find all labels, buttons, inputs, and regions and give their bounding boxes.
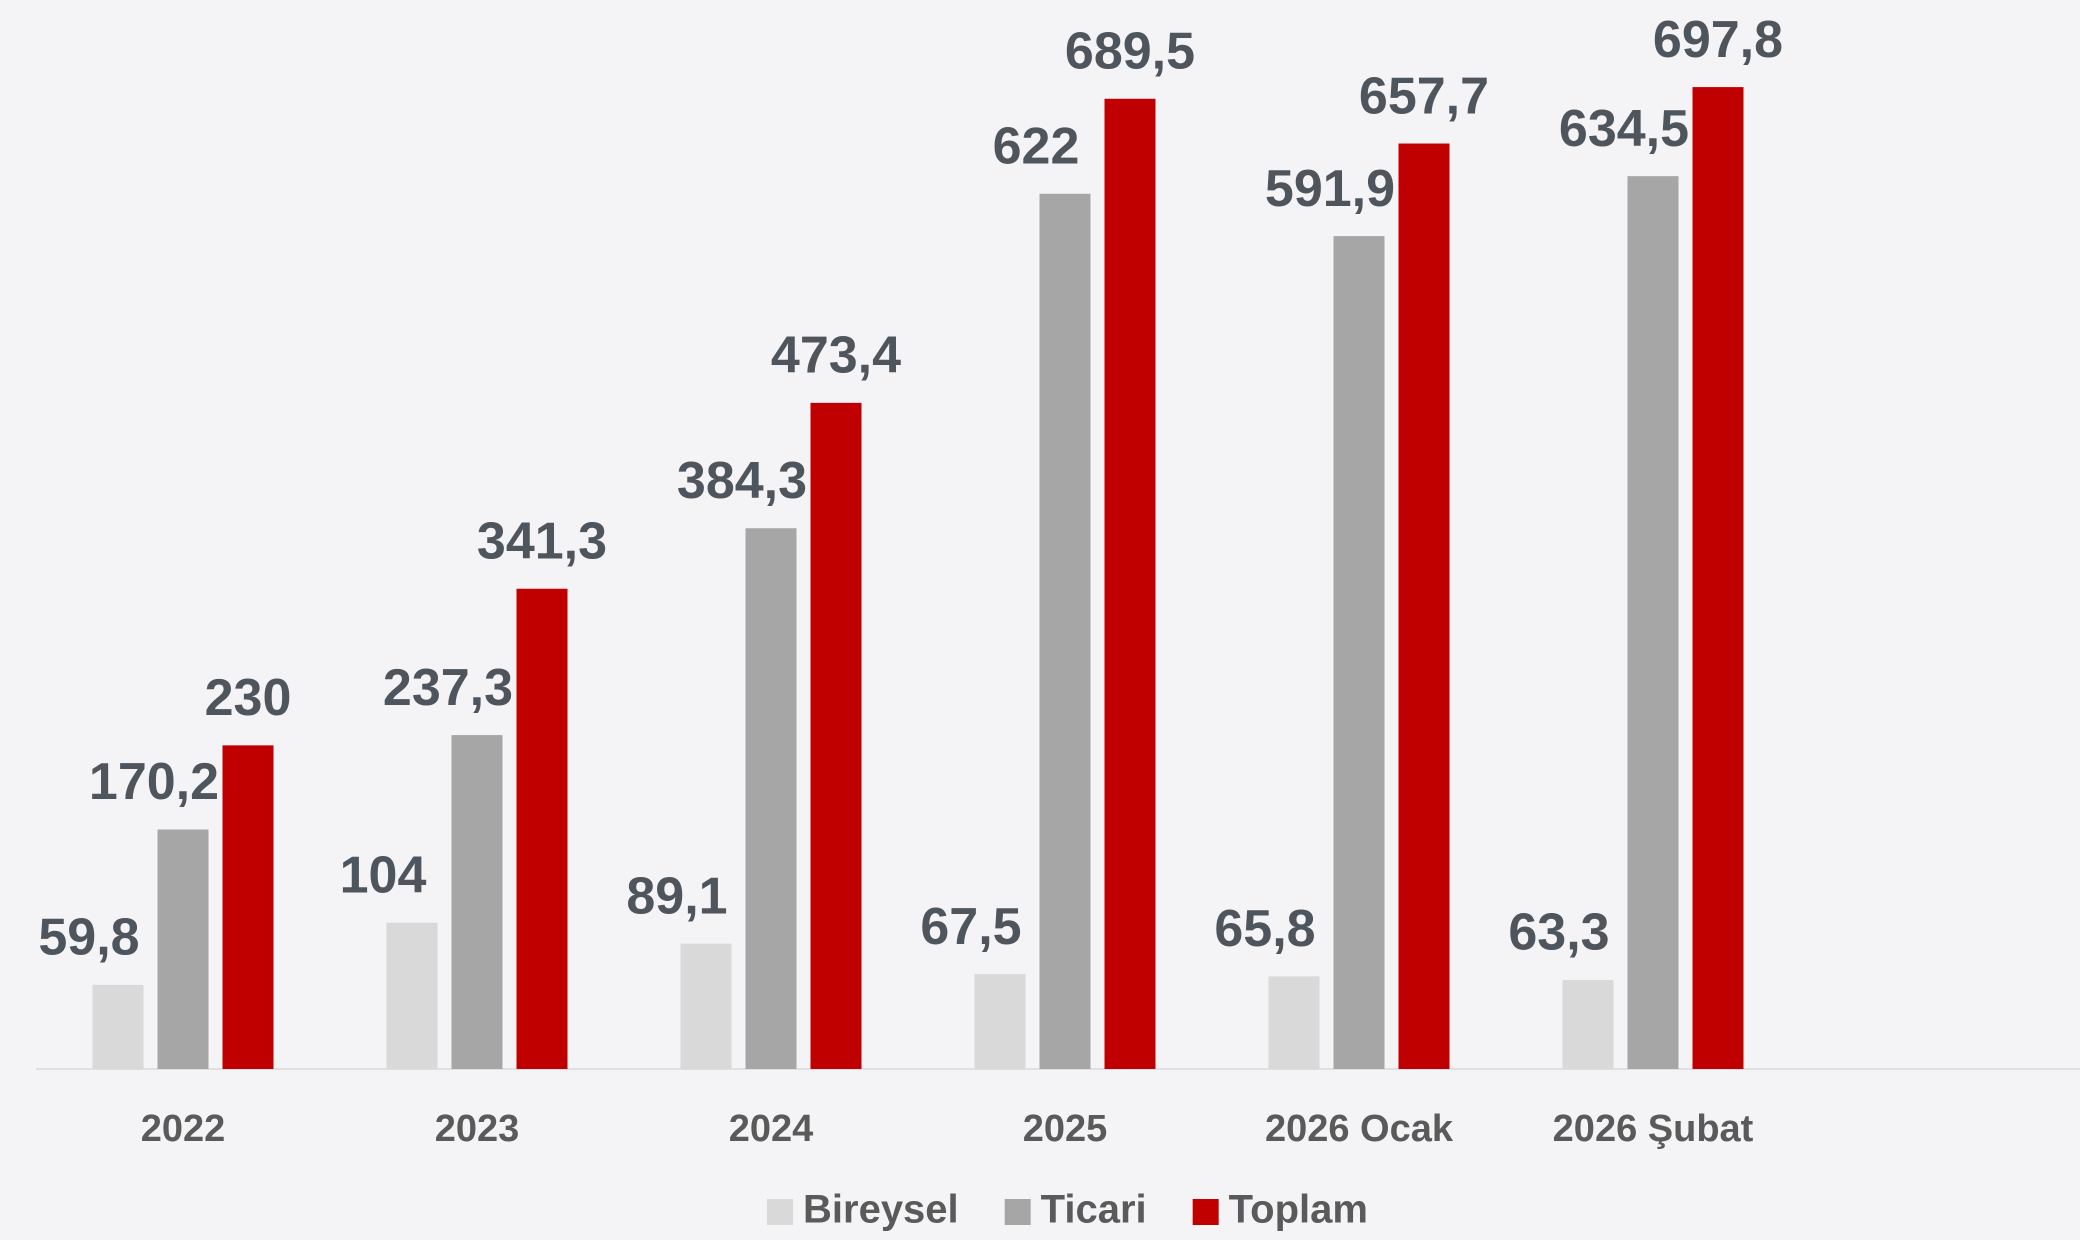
data-label: 63,3 [1508, 904, 1609, 962]
x-tick-label: 2022 [141, 1108, 226, 1150]
legend-label: Bireysel [803, 1188, 959, 1232]
bar [1039, 193, 1091, 1069]
bar [1104, 98, 1156, 1069]
bar [222, 745, 274, 1069]
data-label: 657,7 [1359, 67, 1489, 125]
bar [516, 588, 568, 1069]
legend-label: Toplam [1229, 1188, 1368, 1232]
x-tick-label: 2025 [1023, 1108, 1108, 1150]
data-label: 237,3 [383, 659, 513, 717]
legend-label: Ticari [1041, 1188, 1147, 1232]
legend-swatch [767, 1199, 793, 1225]
bar [92, 984, 144, 1069]
data-label: 591,9 [1265, 160, 1395, 218]
data-label: 697,8 [1653, 11, 1783, 69]
bar [157, 829, 209, 1069]
data-label: 65,8 [1214, 900, 1315, 958]
x-tick-label: 2023 [435, 1108, 520, 1150]
data-label: 473,4 [771, 327, 901, 385]
bar [1627, 176, 1679, 1070]
x-tick-label: 2026 Ocak [1265, 1108, 1454, 1150]
data-label: 89,1 [626, 867, 727, 925]
data-label: 170,2 [89, 753, 219, 811]
bar [974, 974, 1026, 1069]
data-label: 104 [340, 846, 427, 904]
bar [1692, 87, 1744, 1070]
legend-swatch [1004, 1199, 1031, 1225]
x-tick-label: 2026 Şubat [1553, 1108, 1754, 1150]
bar [451, 735, 503, 1069]
bar [810, 402, 862, 1069]
bar [1398, 143, 1450, 1069]
data-label: 689,5 [1065, 23, 1195, 81]
legend-swatch [1192, 1199, 1219, 1225]
bar [680, 943, 732, 1069]
bar [1268, 976, 1320, 1069]
bar [386, 922, 438, 1069]
data-label: 622 [993, 117, 1080, 175]
data-label: 634,5 [1559, 100, 1689, 158]
data-label: 67,5 [920, 898, 1021, 956]
bar [745, 528, 797, 1069]
bar [1562, 979, 1614, 1069]
bar [1333, 236, 1385, 1070]
data-label: 230 [205, 669, 292, 727]
x-tick-label: 2024 [729, 1108, 814, 1150]
data-label: 384,3 [677, 452, 807, 510]
data-label: 59,8 [38, 909, 139, 967]
data-label: 341,3 [477, 512, 607, 570]
